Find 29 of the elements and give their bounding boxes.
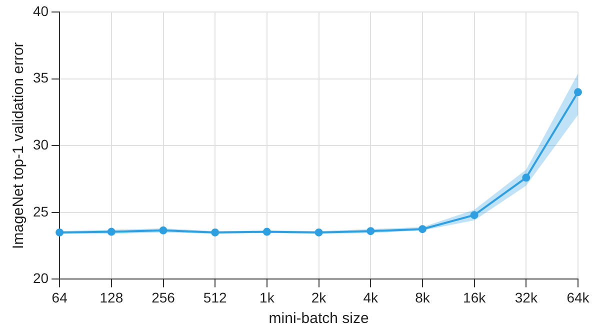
point <box>522 174 530 182</box>
y-axis-title: ImageNet top-1 validation error <box>10 42 28 249</box>
point <box>470 211 478 220</box>
x-tick-label: 1k <box>260 289 276 306</box>
x-tick-label: 2k <box>311 289 328 306</box>
x-tick-label: 4k <box>363 289 380 306</box>
point <box>107 228 116 236</box>
point <box>262 228 271 236</box>
point <box>418 225 426 234</box>
x-tick-label: 64 <box>52 289 68 306</box>
y-tick-label: 40 <box>32 2 49 19</box>
point <box>56 228 64 236</box>
point <box>159 226 168 234</box>
x-tick-label: 8k <box>415 289 431 306</box>
x-axis-title: mini-batch size <box>268 310 369 328</box>
y-tick-label: 30 <box>32 136 49 152</box>
x-tick-label: 128 <box>100 289 124 306</box>
point <box>574 88 582 96</box>
x-tick-label: 64k <box>566 289 590 306</box>
point <box>366 227 375 236</box>
x-tick-label: 512 <box>203 289 227 306</box>
y-tick-label: 35 <box>32 70 49 86</box>
x-tick-label: 256 <box>152 289 176 306</box>
x-tick-label: 32k <box>514 289 538 306</box>
y-tick-label: 25 <box>32 203 49 220</box>
point <box>314 228 323 236</box>
point <box>211 228 220 236</box>
x-tick-label: 16k <box>463 289 487 306</box>
y-tick-label: 20 <box>32 270 49 286</box>
